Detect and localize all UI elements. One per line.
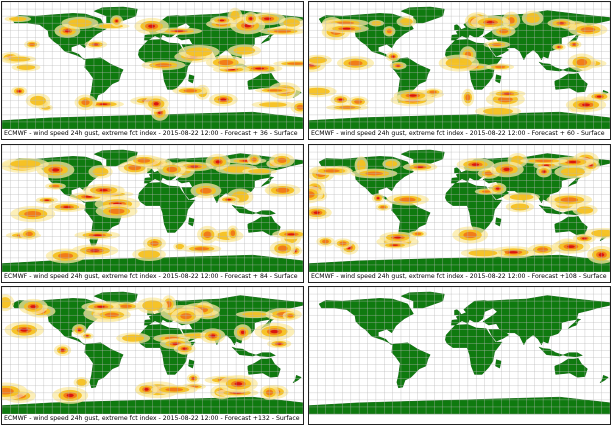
map-caption: ECMWF - wind speed 24h gust, extreme fct… <box>2 129 303 139</box>
world-map <box>309 287 610 424</box>
map-caption: ECMWF - wind speed 24h gust, extreme fct… <box>309 272 610 282</box>
map-panel-forecast-132: ECMWF - wind speed 24h gust, extreme fct… <box>1 286 304 425</box>
map-caption: ECMWF - wind speed 24h gust, extreme fct… <box>2 414 303 424</box>
efi-contours <box>2 153 303 264</box>
world-map <box>2 145 303 282</box>
lat-lon-grid <box>2 287 303 415</box>
lat-lon-grid <box>309 287 610 415</box>
map-caption: ECMWF - wind speed 24h gust, extreme fct… <box>2 272 303 282</box>
map-panel-forecast-36: ECMWF - wind speed 24h gust, extreme fct… <box>1 1 304 140</box>
lat-lon-grid <box>309 2 610 130</box>
lat-lon-grid <box>2 145 303 273</box>
map-caption: ECMWF - wind speed 24h gust, extreme fct… <box>309 129 610 139</box>
lat-lon-grid <box>309 145 610 273</box>
world-map <box>2 287 303 424</box>
efi-contours <box>2 294 302 404</box>
world-map <box>2 2 303 139</box>
map-panel-forecast-60: ECMWF - wind speed 24h gust, extreme fct… <box>308 1 611 140</box>
map-panel-empty <box>308 286 611 425</box>
world-map <box>309 2 610 139</box>
map-panel-forecast-108: ECMWF - wind speed 24h gust, extreme fct… <box>308 144 611 283</box>
map-panel-forecast-84: ECMWF - wind speed 24h gust, extreme fct… <box>1 144 304 283</box>
world-map <box>309 145 610 282</box>
lat-lon-grid <box>2 2 303 130</box>
